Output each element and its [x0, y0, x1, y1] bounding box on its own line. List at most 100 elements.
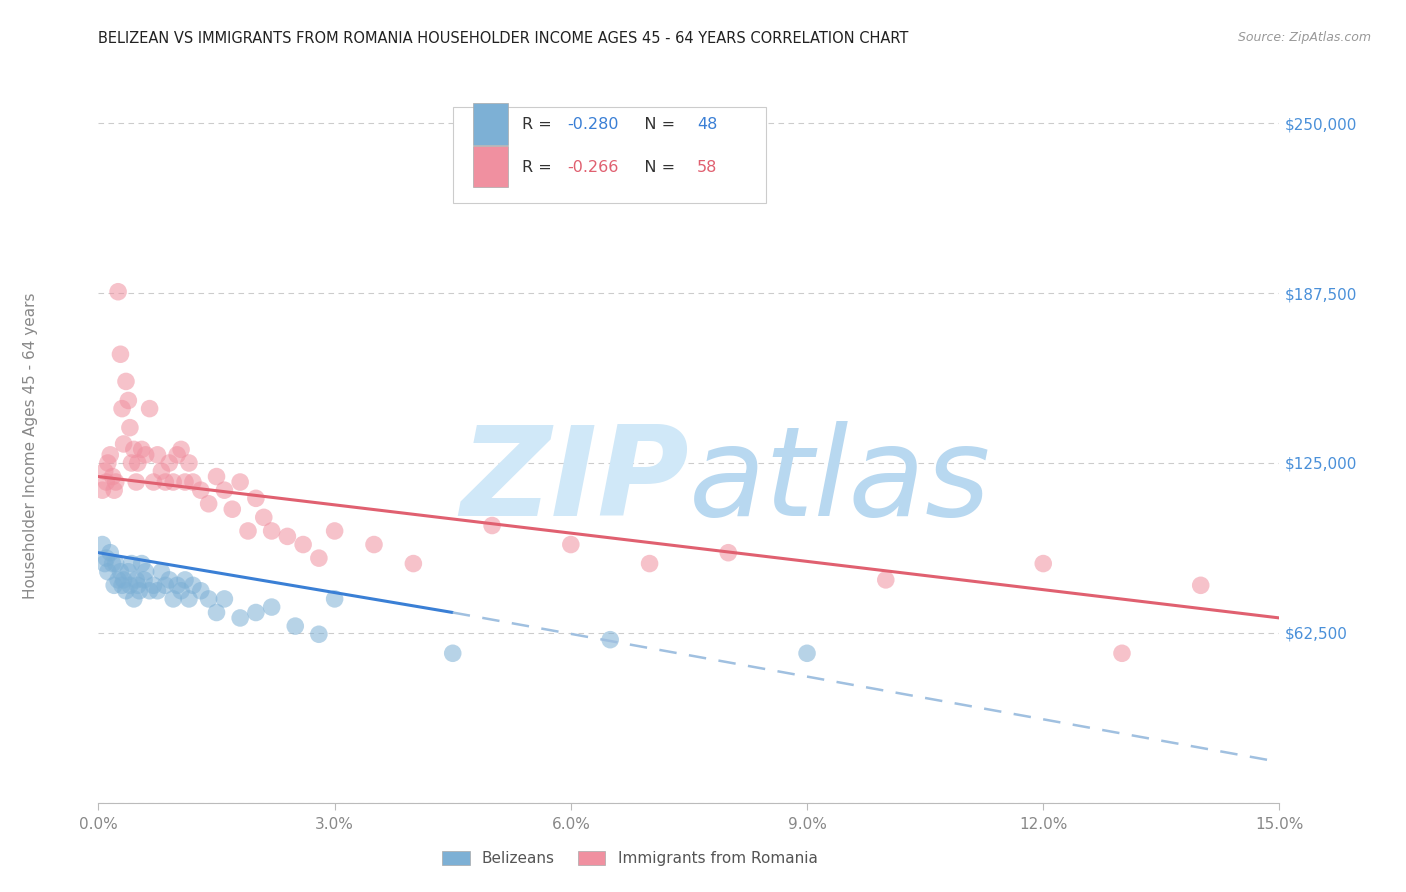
- Point: [122, 442, 145, 457]
- Text: 48: 48: [697, 117, 717, 132]
- Point: [481, 518, 503, 533]
- Point: [292, 537, 315, 551]
- Point: [142, 475, 165, 489]
- Text: -0.266: -0.266: [567, 160, 619, 175]
- Point: [796, 646, 818, 660]
- Point: [111, 578, 134, 592]
- Legend: Belizeans, Immigrants from Romania: Belizeans, Immigrants from Romania: [434, 843, 825, 873]
- Point: [260, 524, 283, 538]
- Point: [170, 583, 193, 598]
- Point: [245, 491, 267, 506]
- Point: [1032, 557, 1054, 571]
- Point: [308, 627, 330, 641]
- Point: [103, 483, 125, 498]
- Point: [104, 557, 127, 571]
- Text: N =: N =: [628, 117, 681, 132]
- Point: [162, 475, 184, 489]
- Point: [214, 483, 236, 498]
- Point: [181, 475, 204, 489]
- Point: [111, 401, 134, 416]
- Point: [98, 546, 121, 560]
- Point: [245, 606, 267, 620]
- FancyBboxPatch shape: [453, 107, 766, 203]
- Point: [112, 437, 135, 451]
- Point: [110, 347, 132, 361]
- Point: [138, 401, 160, 416]
- Point: [96, 551, 118, 566]
- Point: [110, 565, 132, 579]
- Point: [221, 502, 243, 516]
- Text: Householder Income Ages 45 - 64 years: Householder Income Ages 45 - 64 years: [24, 293, 38, 599]
- Point: [96, 475, 118, 489]
- Point: [93, 557, 115, 571]
- Point: [229, 475, 252, 489]
- Point: [135, 448, 157, 462]
- Point: [308, 551, 330, 566]
- Text: -0.280: -0.280: [567, 117, 619, 132]
- Point: [174, 573, 197, 587]
- Point: [150, 565, 173, 579]
- Point: [205, 606, 228, 620]
- Point: [107, 573, 129, 587]
- Point: [177, 591, 200, 606]
- Point: [97, 456, 120, 470]
- Point: [115, 375, 138, 389]
- Point: [363, 537, 385, 551]
- Point: [128, 583, 150, 598]
- Point: [118, 420, 141, 434]
- Point: [1111, 646, 1133, 660]
- Point: [98, 448, 121, 462]
- Point: [146, 448, 169, 462]
- Point: [520, 170, 543, 185]
- Point: [717, 546, 740, 560]
- Point: [103, 578, 125, 592]
- Point: [197, 591, 219, 606]
- Text: R =: R =: [523, 160, 557, 175]
- Point: [441, 646, 464, 660]
- Point: [115, 583, 138, 598]
- Point: [127, 456, 149, 470]
- Text: 58: 58: [697, 160, 717, 175]
- Point: [107, 285, 129, 299]
- Point: [121, 557, 143, 571]
- Point: [157, 456, 180, 470]
- Point: [174, 475, 197, 489]
- Point: [135, 565, 157, 579]
- Point: [131, 442, 153, 457]
- Point: [101, 557, 124, 571]
- Point: [91, 537, 114, 551]
- Point: [166, 448, 188, 462]
- Text: BELIZEAN VS IMMIGRANTS FROM ROMANIA HOUSEHOLDER INCOME AGES 45 - 64 YEARS CORREL: BELIZEAN VS IMMIGRANTS FROM ROMANIA HOUS…: [98, 31, 908, 46]
- Point: [1189, 578, 1212, 592]
- Point: [276, 529, 298, 543]
- Point: [93, 464, 115, 478]
- Point: [229, 611, 252, 625]
- Point: [260, 600, 283, 615]
- Point: [125, 475, 148, 489]
- Point: [138, 583, 160, 598]
- Point: [284, 619, 307, 633]
- Point: [638, 557, 661, 571]
- Point: [155, 475, 177, 489]
- Point: [132, 573, 155, 587]
- Point: [177, 456, 200, 470]
- Point: [190, 483, 212, 498]
- Point: [91, 483, 114, 498]
- Point: [155, 578, 177, 592]
- Point: [162, 591, 184, 606]
- Point: [402, 557, 425, 571]
- Point: [170, 442, 193, 457]
- Point: [131, 557, 153, 571]
- Point: [236, 524, 259, 538]
- Point: [127, 578, 149, 592]
- Text: atlas: atlas: [689, 421, 991, 542]
- Point: [875, 573, 897, 587]
- Point: [117, 565, 139, 579]
- Text: Source: ZipAtlas.com: Source: ZipAtlas.com: [1237, 31, 1371, 45]
- Point: [323, 524, 346, 538]
- Point: [166, 578, 188, 592]
- Text: R =: R =: [523, 117, 557, 132]
- Point: [122, 591, 145, 606]
- Point: [97, 565, 120, 579]
- Point: [560, 537, 582, 551]
